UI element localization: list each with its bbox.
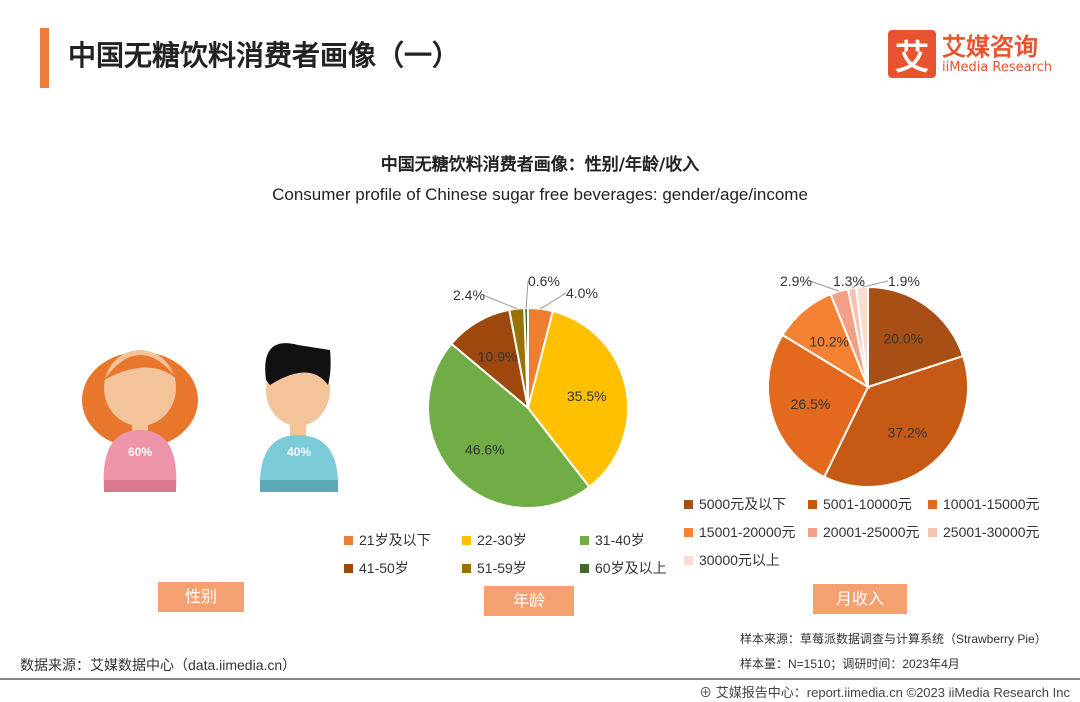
legend-item: 5001-10000元 [808,494,928,514]
legend-item: 41-50岁 [344,558,462,578]
legend-item: 25001-30000元 [928,522,1058,542]
data-label: 35.5% [567,388,607,404]
legend-label: 25001-30000元 [943,524,1040,540]
logo-cn: 艾媒咨询 [942,32,1038,61]
legend-swatch [808,527,817,537]
pie-slice [867,285,965,389]
leader-line [525,280,529,309]
legend-label: 41-50岁 [359,560,409,576]
legend-swatch [580,535,589,545]
gender-tag: 性别 [158,582,244,612]
legend-label: 30000元以上 [699,552,780,568]
chart-title: 中国无糖饮料消费者画像：性别/年龄/收入 [380,155,700,175]
legend-item: 21岁及以下 [344,530,462,550]
pie-slice [854,285,869,388]
data-label: 1.3% [833,273,865,289]
data-label: 46.6% [465,442,505,458]
pie-slice [449,308,530,411]
legend-label: 21岁及以下 [359,532,431,548]
legend-swatch [684,499,693,509]
legend-label: 22-30岁 [477,532,527,548]
chart-subtitle: Consumer profile of Chinese sugar free b… [272,185,808,204]
male-figure [259,343,339,492]
legend-label: 15001-20000元 [699,524,796,540]
data-label: 10.9% [478,348,518,364]
legend-swatch [344,535,353,545]
legend-label: 51-59岁 [477,560,527,576]
logo-mark: 艾 [888,30,936,78]
pie-slice [822,354,969,488]
legend-item: 51-59岁 [462,558,580,578]
legend-swatch [808,499,817,509]
legend-label: 10001-15000元 [943,496,1040,512]
age-legend: 21岁及以下 22-30岁 31-40岁 41-50岁 51-59岁 60岁及以上 [344,530,690,578]
legend-label: 60岁及以上 [595,560,667,576]
page-title: 中国无糖饮料消费者画像（一） [68,39,461,72]
leader-line [809,280,840,292]
legend-swatch [580,563,589,573]
legend-label: 31-40岁 [595,532,645,548]
data-label: 10.2% [809,333,849,349]
data-label: 2.4% [453,287,485,303]
leader-line [540,292,567,310]
leader-line [482,294,517,310]
legend-swatch [684,527,693,537]
legend-swatch [684,555,693,565]
copyright-text: 艾媒报告中心：report.iimedia.cn ©2023 iiMedia R… [715,685,1070,700]
legend-label: 5000元及以下 [699,496,787,512]
data-source: 数据来源：艾媒数据中心（data.iimedia.cn） [20,657,297,673]
age-pie: 4.0% 35.5% 46.6% 10.9% 2.4% 0.6% [427,273,629,509]
income-pie: 20.0% 37.2% 26.5% 10.2% 2.9% 1.3% 1.9% [767,273,969,488]
sample-source: 样本来源：草莓派数据调查与计算系统（Strawberry Pie） [740,632,1047,646]
logo: 艾 艾媒咨询 iiMedia Research [888,30,1052,78]
legend-item: 10001-15000元 [928,494,1058,514]
legend-swatch [928,527,937,537]
income-legend: 5000元及以下 5001-10000元 10001-15000元 15001-200… [684,494,1058,570]
legend-item: 22-30岁 [462,530,580,550]
female-figure [82,350,198,492]
copyright: ⊕ 艾媒报告中心：report.iimedia.cn ©2023 iiMedia… [699,682,1070,701]
pie-slice [523,306,529,409]
sample-size: 样本量：N=1510；调研时间：2023年4月 [740,657,960,671]
data-label: 4.0% [566,285,598,301]
data-label: 0.6% [528,273,560,289]
footer-divider [0,678,1080,680]
leader-line [861,280,889,288]
data-label: 37.2% [888,424,928,440]
globe-icon: ⊕ [699,685,716,700]
legend-swatch [928,499,937,509]
legend-swatch [344,563,353,573]
income-tag: 月收入 [813,584,907,614]
leader-line [851,280,864,289]
legend-label: 20001-25000元 [823,524,920,540]
legend-item: 5000元及以下 [684,494,808,514]
legend-swatch [462,563,471,573]
age-tag: 年龄 [484,586,574,616]
data-label: 26.5% [791,396,831,412]
gender-figures: 60% 40% [82,343,339,492]
legend-item: 31-40岁 [580,530,690,550]
legend-item: 20001-25000元 [808,522,928,542]
data-label: 2.9% [780,273,812,289]
data-label: 20.0% [883,330,923,346]
legend-label: 5001-10000元 [823,496,912,512]
legend-item: 30000元以上 [684,550,808,570]
male-value: 40% [287,445,311,459]
legend-item: 60岁及以上 [580,558,690,578]
pie-slice [767,333,870,479]
female-value: 60% [128,445,152,459]
title-accent-bar [40,28,49,88]
legend-item: 15001-20000元 [684,522,808,542]
data-label: 1.9% [888,273,920,289]
logo-en: iiMedia Research [942,59,1053,75]
legend-swatch [462,535,471,545]
pie-slice [526,309,629,489]
pie-slice [427,342,591,509]
